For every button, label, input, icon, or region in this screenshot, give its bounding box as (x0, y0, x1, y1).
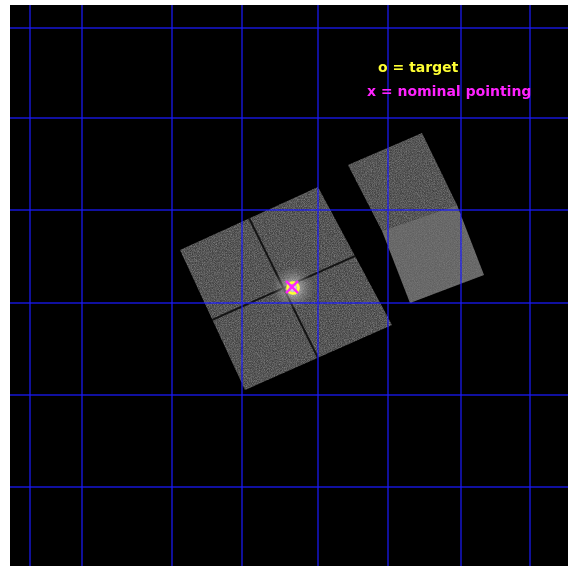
pointing-x-marker (285, 280, 299, 294)
legend-target-label: o = target (378, 60, 459, 76)
target-circle-marker (286, 281, 300, 295)
secondary-detector (348, 133, 484, 303)
sky-image: o = target x = nominal pointing (10, 5, 568, 566)
legend-pointing-label: x = nominal pointing (367, 84, 531, 100)
secondary-chip-lower-grain (382, 205, 484, 303)
sky-image-frame: o = target x = nominal pointing (10, 5, 568, 566)
coordinate-grid (10, 5, 568, 566)
secondary-chip-upper-grain (348, 133, 457, 231)
